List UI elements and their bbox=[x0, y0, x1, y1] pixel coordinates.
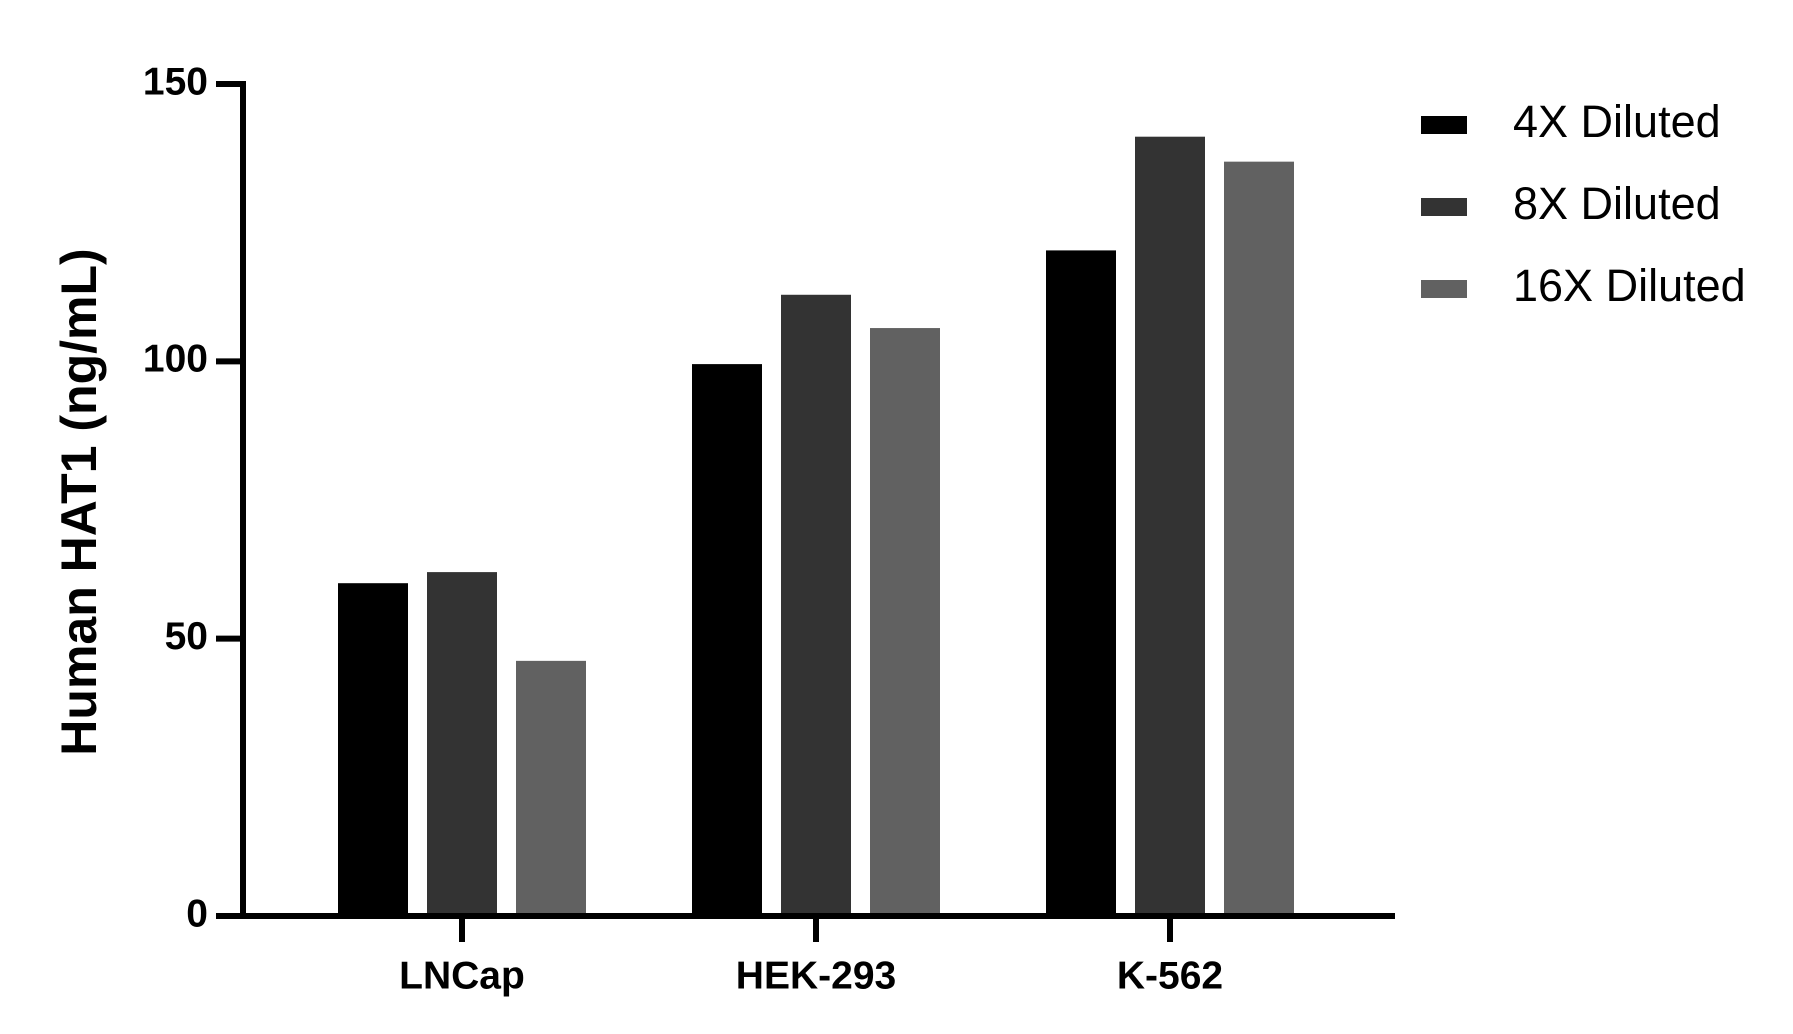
bar bbox=[781, 294, 851, 917]
y-axis-label: Human HAT1 (ng/mL) bbox=[51, 248, 107, 755]
x-tick-label: LNCap bbox=[399, 954, 525, 997]
legend-swatch bbox=[1421, 280, 1467, 298]
x-tick-label: HEK-293 bbox=[736, 954, 896, 997]
y-tick-label: 150 bbox=[143, 60, 208, 103]
legend-label: 4X Diluted bbox=[1513, 96, 1721, 147]
bar bbox=[516, 660, 586, 916]
bar bbox=[427, 572, 497, 916]
legend-label: 8X Diluted bbox=[1513, 178, 1721, 229]
y-tick-label: 0 bbox=[186, 892, 208, 935]
bar bbox=[692, 364, 762, 916]
bar bbox=[1046, 250, 1116, 916]
bar bbox=[1135, 136, 1205, 916]
bar bbox=[870, 328, 940, 916]
legend-label: 16X Diluted bbox=[1513, 260, 1746, 311]
y-tick-label: 50 bbox=[165, 615, 208, 658]
legend-swatch bbox=[1421, 116, 1467, 134]
bar bbox=[338, 583, 408, 916]
x-tick-label: K-562 bbox=[1117, 954, 1223, 997]
legend-swatch bbox=[1421, 198, 1467, 216]
y-tick-label: 100 bbox=[143, 338, 208, 381]
bar bbox=[1224, 161, 1294, 917]
